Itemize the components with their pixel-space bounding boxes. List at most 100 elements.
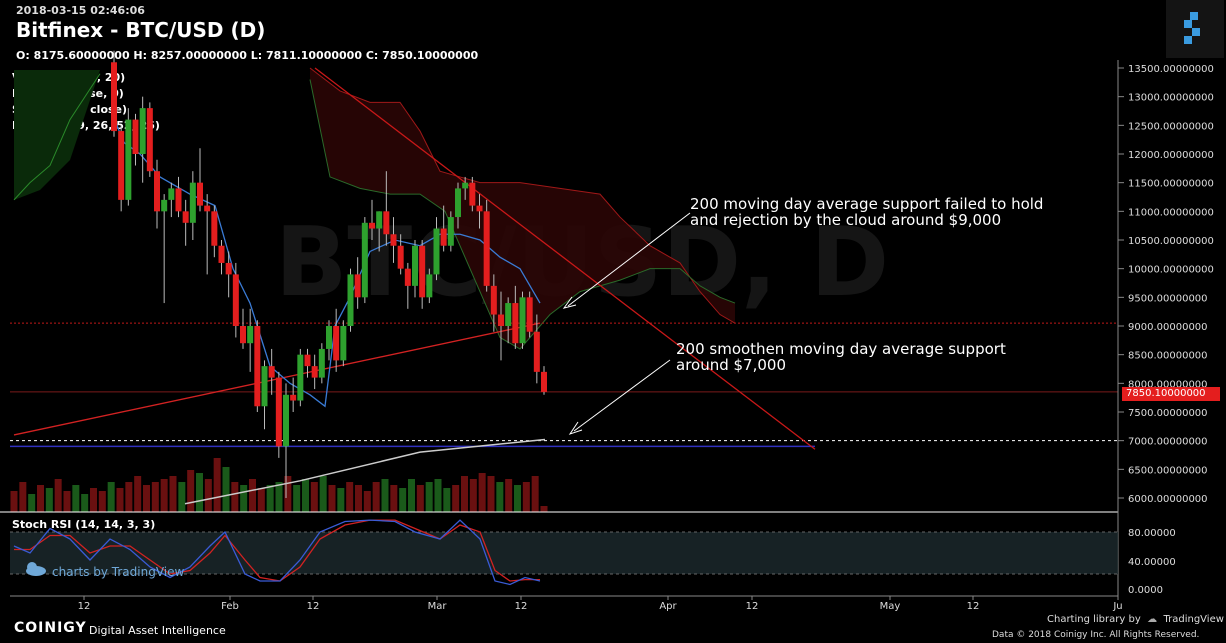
volume-bar [249, 479, 256, 512]
volume-bar [346, 482, 354, 512]
candle-body [247, 326, 254, 344]
candle-body [182, 211, 189, 223]
candle-body [297, 354, 304, 401]
price-tick-label: 9000.00000000 [1128, 322, 1208, 333]
time-axis: 12 Feb 12 Mar 12 Apr 12 May 12 Ju [10, 595, 1123, 612]
coinigy-brand[interactable]: COINIGY [14, 620, 87, 636]
price-tick-label: 10500.00000000 [1128, 236, 1214, 247]
annotation-arrowhead-1 [562, 296, 577, 309]
volume-bar [98, 491, 106, 512]
time-tick-label: Apr [659, 601, 677, 612]
coinigy-logo-icon [1166, 0, 1224, 58]
annotation-arrowhead-2 [568, 421, 583, 435]
charting-library-credit[interactable]: Charting library by ☁ TradingView [1047, 614, 1224, 625]
last-price-tag: 7850.10000000 [1122, 387, 1220, 401]
price-tick-label: 12500.00000000 [1128, 121, 1214, 132]
candle-body [268, 366, 275, 378]
price-tick-label: 13000.00000000 [1128, 93, 1214, 104]
candle-body [290, 394, 297, 401]
volume-bar [399, 488, 407, 512]
annotation-arrow-1 [567, 212, 691, 307]
volume-bar [487, 476, 495, 512]
stoch-tick-40: 40.00000 [1128, 557, 1176, 568]
candle-body [161, 199, 168, 212]
chart-title: Bitfinex - BTC/USD (D) [16, 18, 266, 42]
cloud-span-b [309, 79, 736, 350]
price-tick-label: 7500.00000000 [1128, 408, 1208, 419]
cloud-span-a [309, 67, 736, 324]
volume-bar [107, 482, 115, 512]
candle-body [433, 228, 440, 275]
candle-body [462, 182, 469, 189]
candle-body [512, 303, 519, 344]
candle-body [498, 314, 504, 326]
volume-bar [266, 485, 274, 512]
candle-body [132, 119, 139, 154]
volume-bar [337, 488, 345, 512]
candle-body [111, 62, 117, 132]
candle-body [125, 119, 132, 200]
candle-body [519, 297, 526, 344]
tradingview-text: TradingView [1163, 614, 1224, 625]
annotation-arrow-2 [573, 359, 671, 432]
coinigy-subtitle: Digital Asset Intelligence [89, 624, 226, 637]
candle-body [426, 274, 433, 298]
candle-body [541, 371, 547, 392]
annotation-1-line2: and rejection by the cloud around $9,000 [690, 211, 1002, 229]
stoch-tick-0: 0.0000 [1128, 585, 1163, 596]
candle-body [225, 262, 232, 275]
stoch-label[interactable]: Stoch RSI (14, 14, 3, 3) [12, 518, 156, 531]
annotation-1: 200 moving day average support failed to… [690, 196, 1043, 228]
price-levels [10, 322, 1118, 448]
volume-bar [505, 479, 513, 512]
candle-body [369, 222, 375, 229]
candle-body [476, 205, 483, 212]
candle-body [469, 182, 476, 206]
volume-bar [390, 485, 398, 512]
candle-body [412, 245, 418, 286]
candle-body [146, 108, 153, 172]
volume-bar [213, 458, 221, 512]
volume-bar [151, 482, 159, 512]
volume-bar [328, 485, 336, 512]
tradingview-cloud-icon [26, 562, 46, 576]
volume-bar [45, 488, 53, 512]
charts-by-tradingview[interactable]: charts by TradingView [52, 565, 185, 579]
volume-bar [443, 488, 451, 512]
candle-body [404, 268, 411, 286]
candles [111, 50, 547, 498]
volume-bar [355, 485, 362, 512]
candle-body [361, 222, 368, 298]
ichimoku-cloud [13, 67, 736, 350]
timestamp: 2018-03-15 02:46:06 [16, 4, 145, 17]
volume-bar [293, 485, 301, 512]
candle-body [240, 326, 246, 344]
time-tick-label: 12 [967, 601, 980, 612]
candle-body [311, 366, 318, 378]
candle-body [275, 377, 282, 447]
price-tick-label: 10000.00000000 [1128, 265, 1214, 276]
volume-bar [231, 482, 239, 512]
volume-bar [434, 479, 442, 512]
volume-bar [169, 476, 177, 512]
volume-bar [514, 485, 521, 512]
price-tick-label: 6500.00000000 [1128, 465, 1208, 476]
candle-body [526, 297, 533, 332]
volume-bar [275, 482, 283, 512]
candle-body [204, 205, 211, 212]
candle-body [440, 228, 447, 246]
annotation-1-line1: 200 moving day average support failed to… [690, 195, 1044, 213]
candle-body [397, 245, 404, 269]
volume-bar [72, 485, 80, 512]
candle-body [383, 211, 390, 235]
volume-bars [10, 458, 548, 512]
price-axis: 13500.00000000 13000.00000000 12500.000000… [1118, 64, 1214, 505]
candle-body [197, 182, 203, 206]
candle-body [304, 354, 311, 367]
cloud-fill [310, 68, 735, 349]
candle-body [118, 131, 125, 200]
candle-body [376, 211, 383, 229]
candle-body [168, 188, 175, 200]
time-tick-label: 12 [515, 601, 528, 612]
